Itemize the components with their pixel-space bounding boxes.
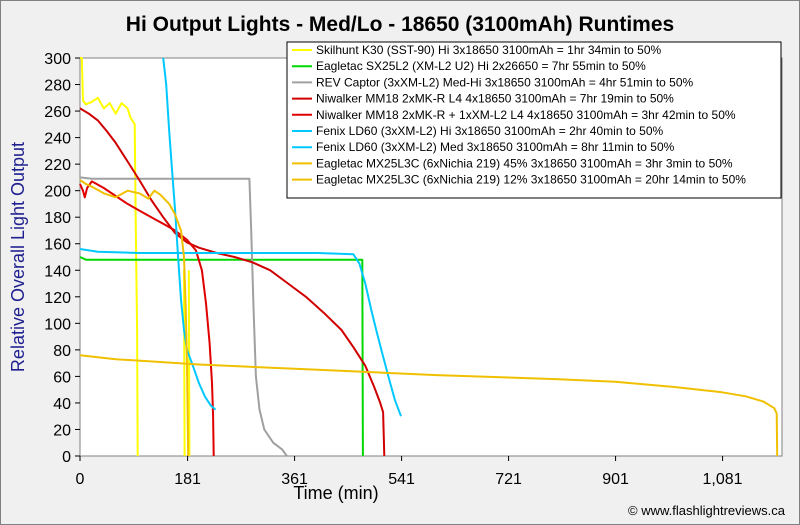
- y-tick-label: 160: [44, 237, 71, 254]
- x-tick-label: 361: [281, 471, 308, 488]
- y-tick-label: 120: [44, 290, 71, 307]
- y-tick-label: 80: [53, 343, 71, 360]
- y-axis-label: Relative Overall Light Output: [8, 142, 28, 372]
- y-tick-label: 300: [44, 51, 71, 68]
- y-tick-label: 60: [53, 369, 71, 386]
- series-line-9: [79, 354, 779, 457]
- x-tick-label: 181: [174, 471, 201, 488]
- series-line-6: [162, 57, 217, 411]
- legend-entry: Eagletac SX25L2 (XM-L2 U2) Hi 2x26650 = …: [316, 59, 646, 73]
- y-tick-label: 260: [44, 104, 71, 121]
- series-line-4: [79, 107, 386, 457]
- legend-entry: Fenix LD60 (3xXM-L2) Hi 3x18650 3100mAh …: [316, 124, 664, 138]
- y-tick-label: 140: [44, 263, 71, 280]
- series-line-2: [79, 256, 364, 457]
- x-axis: 0 181 361 541 721 901 1,081: [76, 456, 743, 488]
- y-tick-label: 20: [53, 422, 71, 439]
- legend-entry: Niwalker MM18 2xMK-R L4 4x18650 3100mAh …: [316, 92, 674, 106]
- y-tick-label: 40: [53, 396, 71, 413]
- x-tick-label: 0: [76, 471, 85, 488]
- legend-entry: Fenix LD60 (3xXM-L2) Med 3x18650 3100mAh…: [316, 140, 675, 154]
- y-tick-label: 0: [62, 449, 71, 466]
- series-line-5: [79, 180, 215, 457]
- legend-box: [286, 41, 782, 199]
- y-tick-label: 220: [44, 157, 71, 174]
- x-tick-label: 541: [388, 471, 415, 488]
- y-axis: 0 20 40 60 80 100 120 140 160 180 200 220 240 260 280 3…: [44, 51, 80, 466]
- legend-entry: REV Captor (3xXM-L2) Med-Hi 3x18650 3100…: [316, 75, 694, 89]
- y-tick-label: 100: [44, 316, 71, 333]
- series-line-1: [80, 57, 139, 457]
- legend-entry: Niwalker MM18 2xMK-R + 1xXM-L2 L4 4x1865…: [316, 108, 736, 122]
- y-tick-label: 180: [44, 210, 71, 227]
- y-tick-label: 200: [44, 184, 71, 201]
- series-line-8: [79, 179, 190, 457]
- legend: Skilhunt K30 (SST-90) Hi 3x18650 3100mAh…: [286, 41, 782, 199]
- legend-entry: Eagletac MX25L3C (6xNichia 219) 12% 3x18…: [316, 173, 746, 187]
- legend-entry: Skilhunt K30 (SST-90) Hi 3x18650 3100mAh…: [316, 43, 662, 57]
- x-tick-label: 721: [495, 471, 522, 488]
- x-axis-label: Time (min): [293, 483, 378, 503]
- x-tick-label: 1,081: [703, 471, 743, 488]
- x-tick-label: 901: [602, 471, 629, 488]
- series-lines: [79, 57, 779, 457]
- y-tick-label: 240: [44, 131, 71, 148]
- y-tick-label: 280: [44, 78, 71, 95]
- series-line-7: [79, 248, 402, 417]
- legend-entry: Eagletac MX25L3C (6xNichia 219) 45% 3x18…: [316, 156, 733, 170]
- chart-title: Hi Output Lights - Med/Lo - 18650 (3100m…: [126, 13, 674, 36]
- credit-text: © www.flashlightreviews.ca: [628, 503, 786, 518]
